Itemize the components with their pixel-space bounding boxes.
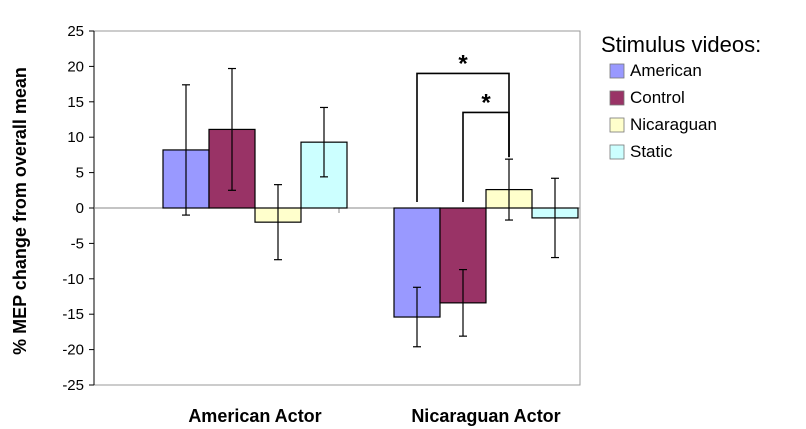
y-tick-label: 15 [67, 94, 84, 111]
y-axis-title: % MEP change from overall mean [10, 67, 30, 355]
legend-swatch-static [609, 144, 625, 160]
y-tick-label: -10 [62, 271, 84, 288]
x-category-label: Nicaraguan Actor [411, 406, 560, 426]
legend-label-american: American [630, 61, 702, 80]
legend-swatch-nicaraguan [609, 117, 625, 133]
legend-label-nicaraguan: Nicaraguan [630, 115, 717, 134]
y-tick-label: -15 [62, 306, 84, 323]
y-tick-label: 20 [67, 58, 84, 75]
significance-bracket [462, 111, 510, 202]
bars [162, 67, 579, 348]
y-tick-label: 5 [76, 165, 84, 182]
legend-swatch-control [609, 90, 625, 106]
y-axis: 25 20 15 10 5 0 -5 -10 -15 -20 -25 [62, 23, 95, 394]
significance-annotations: ** [416, 50, 510, 202]
legend-label-static: Static [630, 142, 673, 161]
significance-marker: * [481, 89, 491, 116]
legend: Stimulus videos: American Control Nicaragua… [601, 32, 761, 161]
y-tick-label: 10 [67, 129, 84, 146]
y-tick-label: -25 [62, 377, 84, 394]
legend-label-control: Control [630, 88, 685, 107]
y-tick-label: 0 [76, 200, 84, 217]
significance-marker: * [458, 50, 468, 77]
y-tick-label: -20 [62, 342, 84, 359]
y-tick-label: 25 [67, 23, 84, 40]
x-category-label: American Actor [188, 406, 321, 426]
y-tick-label: -5 [71, 235, 84, 252]
legend-title: Stimulus videos: [601, 32, 761, 57]
legend-swatch-american [609, 63, 625, 79]
